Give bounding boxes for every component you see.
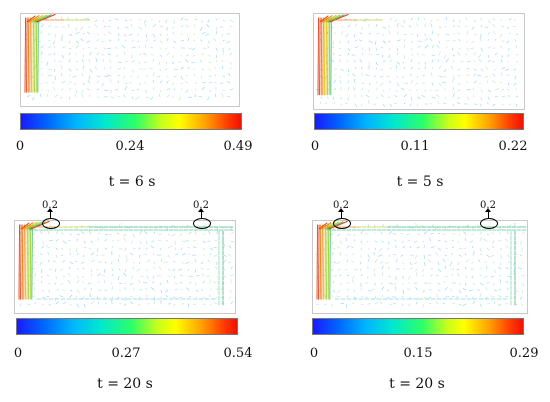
panel-t5: 0 0.11 0.22 t = 5 s [303, 5, 550, 195]
colorbar-max-label: 0.29 [509, 346, 539, 361]
colorbar-mid-label: 0.24 [115, 139, 145, 154]
annotation-ellipse [42, 218, 60, 229]
time-label: t = 5 s [396, 174, 444, 190]
colorbar [312, 318, 524, 335]
annotation-ellipse [333, 218, 351, 229]
colorbar [16, 318, 238, 335]
annotation-arrow [485, 208, 491, 219]
annotation-label: 0.2 [333, 200, 349, 211]
colorbar [314, 113, 524, 130]
velocity-vectors [315, 221, 527, 308]
annotation-ellipse [193, 218, 211, 229]
panel-t20-b: 0.2 0.2 0 0.15 0.29 t = 20 s [302, 196, 550, 392]
panel-t6: 0 0.24 0.49 t = 6 s [10, 5, 270, 195]
colorbar-mid-label: 0.15 [403, 346, 433, 361]
annotation-label: 0.2 [42, 200, 58, 211]
colorbar-mid-label: 0.27 [111, 346, 141, 361]
colorbar [20, 113, 242, 130]
velocity-field-plot [312, 220, 528, 314]
annotation-label: 0.2 [480, 200, 496, 211]
colorbar-min-label: 0 [15, 139, 25, 154]
panel-t20-a: 0.2 0.2 0 0.27 0.54 t = 20 s [4, 196, 264, 392]
colorbar-max-label: 0.22 [498, 139, 528, 154]
colorbar-min-label: 0 [310, 139, 320, 154]
time-label: t = 20 s [97, 376, 153, 392]
annotation-arrow [47, 208, 53, 219]
colorbar-mid-label: 0.11 [400, 139, 430, 154]
annotation-ellipse [480, 218, 498, 229]
velocity-field-plot [313, 13, 525, 110]
annotation-arrow [338, 208, 344, 219]
colorbar-min-label: 0 [13, 346, 23, 361]
time-label: t = 20 s [389, 376, 445, 392]
annotation-label: 0.2 [193, 200, 209, 211]
annotation-arrow [198, 208, 204, 219]
velocity-vectors [315, 14, 519, 108]
velocity-field-plot [20, 13, 240, 107]
velocity-field-plot [14, 220, 236, 314]
colorbar-max-label: 0.54 [223, 346, 253, 361]
velocity-vectors [18, 221, 235, 308]
colorbar-min-label: 0 [309, 346, 319, 361]
colorbar-max-label: 0.49 [223, 139, 253, 154]
velocity-vectors [24, 14, 234, 101]
time-label: t = 6 s [108, 174, 156, 190]
